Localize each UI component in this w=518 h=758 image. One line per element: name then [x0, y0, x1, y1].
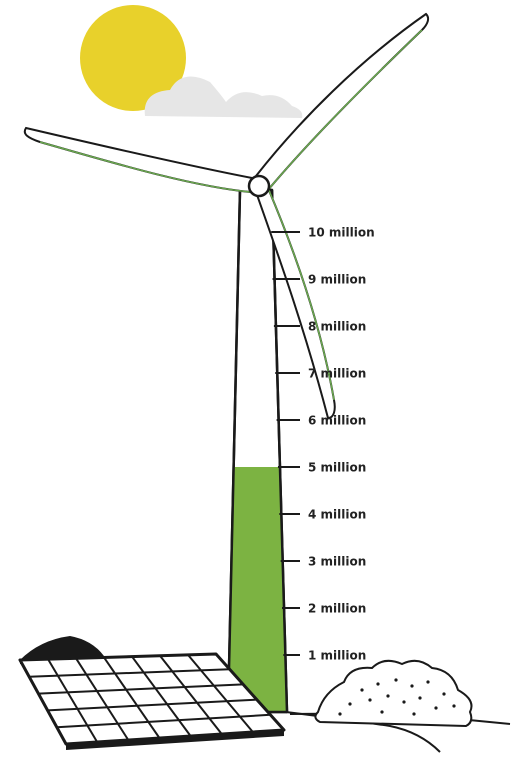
gauge-tick-label: 5 million	[308, 461, 366, 475]
turbine-blade-left-edge	[39, 141, 251, 193]
solar-panel-edge	[66, 730, 284, 750]
gauge-tick-label: 1 million	[308, 649, 366, 663]
solar-panel-gridline	[103, 656, 161, 739]
gauge-tick-label: 8 million	[308, 320, 366, 334]
gauge-tick-label: 4 million	[308, 508, 366, 522]
solar-panel-gridline	[29, 668, 230, 678]
cloud-icon	[144, 76, 303, 118]
solar-panel-gridline	[131, 655, 192, 737]
gauge-tick-label: 3 million	[308, 555, 366, 569]
gauge-scale: 1 million 2 million 3 million 4 million 5 mi…	[271, 226, 375, 663]
gauge-tick-label: 9 million	[308, 273, 366, 287]
wind-turbine-icon	[23, 12, 430, 714]
bush-icon	[314, 659, 473, 728]
solar-panel-gridline	[56, 713, 271, 729]
solar-panel-gridline	[75, 657, 130, 741]
turbine-blade-upper-edge	[267, 29, 423, 191]
gauge-tick-label: 2 million	[308, 602, 366, 616]
gauge-tick-label: 10 million	[308, 226, 375, 240]
solar-panel-gridline	[38, 683, 244, 695]
turbine-hub	[247, 174, 271, 198]
solar-panel-gridline	[187, 654, 254, 733]
solar-panel-gridline	[159, 655, 223, 735]
solar-panel-gridline	[47, 658, 99, 743]
solar-panel-gridline	[47, 698, 257, 712]
turbine-blade-left	[23, 126, 254, 194]
gauge-fill	[228, 467, 287, 712]
turbine-blade-lower-edge	[267, 187, 335, 401]
sun-icon	[80, 5, 186, 111]
solar-panel-icon	[18, 652, 286, 750]
gauge-tick-label: 7 million	[308, 367, 366, 381]
gauge-tick-label: 6 million	[308, 414, 366, 428]
